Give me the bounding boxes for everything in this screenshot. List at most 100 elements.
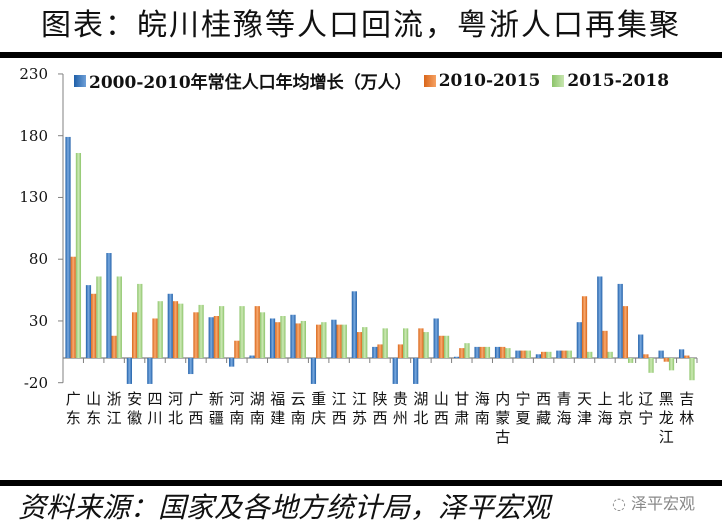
- bar-西藏-series-3: [546, 351, 552, 358]
- bar-陕西-series-3: [382, 328, 388, 358]
- bar-新疆-series-2: [213, 316, 219, 358]
- bar-河北-series-3: [178, 303, 184, 358]
- bar-河北-series-2: [172, 301, 179, 358]
- bar-甘肃-series-2: [459, 348, 465, 358]
- x-tick-label: 宁夏: [515, 390, 531, 427]
- bar-广东-series-2: [70, 256, 76, 358]
- x-tick-label: 海南: [474, 390, 490, 427]
- x-tick-label: 贵州: [392, 390, 408, 427]
- bar-贵州-series-1: [392, 358, 398, 384]
- bar-黑龙江-series-1: [658, 350, 664, 358]
- bar-宁夏-series-3: [525, 350, 531, 358]
- bar-宁夏-series-1: [515, 350, 521, 358]
- legend: 2000-2010年常住人口年均增长（万人） 2010-2015 2015-20…: [74, 68, 681, 93]
- x-tick-label: 四川: [147, 390, 163, 427]
- footer-divider: [0, 480, 722, 486]
- bar-西藏-series-1: [535, 354, 542, 358]
- bar-天津-series-1: [576, 322, 582, 358]
- bar-江西-series-2: [336, 324, 342, 358]
- bar-青海-series-3: [566, 350, 572, 358]
- x-tick-label: 黑龙江: [658, 390, 674, 446]
- x-tick-label: 广西: [188, 390, 204, 427]
- wechat-icon: ◌: [612, 494, 632, 513]
- bar-新疆-series-3: [218, 306, 225, 358]
- x-tick-label: 福建: [270, 390, 286, 427]
- bar-河南-series-1: [229, 358, 235, 367]
- bar-四川-series-3: [157, 301, 163, 358]
- bar-吉林-series-3: [689, 358, 695, 381]
- bar-内蒙古-series-3: [505, 348, 511, 358]
- source-note: 资料来源：国家及各地方统计局，泽平宏观: [18, 491, 551, 524]
- bar-辽宁-series-2: [643, 354, 649, 358]
- y-tick-label: 80: [28, 250, 48, 269]
- bar-云南-series-1: [290, 314, 296, 358]
- bar-湖北-series-2: [418, 328, 424, 358]
- bar-福建-series-3: [280, 316, 286, 358]
- x-tick-label: 河南: [229, 390, 245, 427]
- bar-广西-series-1: [188, 358, 194, 375]
- bar-山东-series-2: [91, 293, 97, 358]
- x-tick-label: 重庆: [311, 390, 327, 427]
- bar-贵州-series-2: [397, 344, 404, 358]
- bar-上海-series-3: [607, 351, 613, 358]
- bar-河南-series-2: [234, 340, 240, 358]
- bar-四川-series-2: [152, 318, 158, 358]
- bar-重庆-series-2: [316, 324, 322, 358]
- bar-广西-series-3: [198, 304, 204, 358]
- bar-江西-series-1: [331, 319, 337, 358]
- bar-山东-series-1: [85, 285, 92, 358]
- bar-山西-series-1: [433, 318, 439, 358]
- bar-广西-series-2: [193, 312, 199, 358]
- legend-label: 2010-2015: [438, 70, 541, 91]
- bar-甘肃-series-3: [464, 343, 470, 358]
- bar-西藏-series-2: [541, 351, 547, 358]
- legend-item-2010-2015: 2010-2015: [423, 70, 541, 91]
- bar-安徽-series-3: [137, 283, 143, 358]
- bar-广东-series-1: [65, 136, 71, 358]
- x-tick-label: 江西: [331, 390, 347, 427]
- y-tick-label: -20: [23, 373, 48, 392]
- bar-青海-series-2: [561, 350, 567, 358]
- bar-四川-series-1: [147, 358, 153, 384]
- legend-item-2015-2018: 2015-2018: [552, 71, 669, 91]
- x-tick-label: 河北: [167, 390, 183, 427]
- bar-辽宁-series-1: [638, 334, 644, 358]
- bar-云南-series-3: [300, 320, 306, 358]
- bar-重庆-series-1: [310, 358, 317, 384]
- title-divider: [0, 52, 722, 58]
- bar-山西-series-2: [438, 335, 444, 358]
- bar-江苏-series-3: [362, 327, 368, 358]
- chart-title: 图表：皖川桂豫等人口回流，粤浙人口再集聚: [41, 8, 681, 43]
- bar-湖南-series-3: [259, 312, 266, 358]
- x-tick-label: 湖北: [413, 390, 429, 427]
- bar-北京-series-2: [622, 306, 629, 358]
- watermark: ◌ 泽平宏观: [612, 490, 695, 514]
- bar-江苏-series-1: [351, 291, 357, 358]
- y-tick-label: 180: [19, 126, 48, 145]
- bar-安徽-series-2: [131, 312, 138, 358]
- bar-湖北-series-3: [423, 332, 429, 358]
- x-tick-label: 吉林: [679, 390, 695, 427]
- y-tick-label: 30: [28, 311, 48, 330]
- x-tick-label: 安徽: [127, 390, 143, 427]
- bar-内蒙古-series-2: [500, 346, 506, 358]
- bar-河南-series-3: [239, 306, 245, 358]
- x-tick-label: 浙江: [106, 390, 122, 427]
- bar-上海-series-2: [602, 330, 608, 358]
- bar-福建-series-2: [275, 322, 281, 358]
- x-tick-label: 广东: [65, 390, 81, 427]
- x-tick-label: 北京: [617, 390, 633, 427]
- bar-江西-series-3: [341, 324, 347, 358]
- bar-天津-series-3: [587, 351, 593, 358]
- bar-天津-series-2: [581, 296, 588, 358]
- bar-黑龙江-series-2: [663, 358, 669, 362]
- bar-北京-series-1: [617, 283, 623, 358]
- bar-山西-series-3: [443, 335, 450, 358]
- legend-label: 2000-2010年常住人口年均增长（万人）: [89, 73, 412, 93]
- bar-吉林-series-2: [684, 355, 690, 358]
- bar-浙江-series-3: [116, 276, 122, 358]
- bar-湖南-series-1: [249, 355, 255, 358]
- bar-内蒙古-series-1: [494, 346, 501, 358]
- bar-chart-plot: [58, 73, 698, 384]
- y-tick-label: 130: [19, 188, 48, 207]
